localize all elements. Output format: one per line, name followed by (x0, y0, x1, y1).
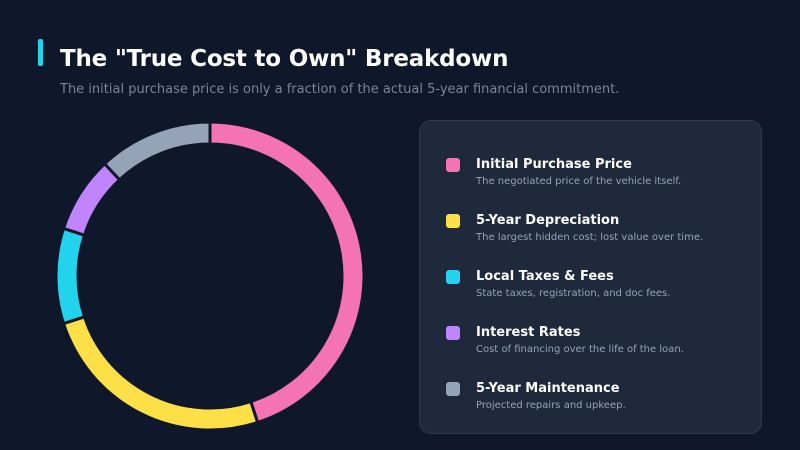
legend-label: 5-Year Depreciation (476, 213, 620, 228)
legend-card: Initial Purchase Price The negotiated pr… (419, 120, 762, 434)
donut-slice-depreciation (62, 315, 260, 432)
legend-description: State taxes, registration, and doc fees. (476, 288, 671, 299)
legend-description: Projected repairs and upkeep. (476, 400, 626, 411)
legend-description: The negotiated price of the vehicle itse… (476, 176, 682, 187)
legend-label: Local Taxes & Fees (476, 269, 614, 284)
legend-swatch-maintenance (446, 382, 460, 396)
legend-swatch-depreciation (446, 214, 460, 228)
legend-label: 5-Year Maintenance (476, 381, 620, 396)
legend-swatch-interest-rates (446, 326, 460, 340)
legend-label: Interest Rates (476, 325, 581, 340)
title-accent-bar (38, 39, 43, 66)
donut-slice-maintenance (103, 120, 212, 182)
legend-description: Cost of financing over the life of the l… (476, 344, 684, 355)
donut-slice-taxes-fees (54, 226, 86, 326)
donut-slice-interest-rates (62, 162, 122, 237)
donut-chart (54, 120, 366, 432)
legend-swatch-taxes-fees (446, 270, 460, 284)
legend-description: The largest hidden cost; lost value over… (476, 232, 704, 243)
donut-slice-purchase-price (208, 120, 366, 424)
page-title: The "True Cost to Own" Breakdown (60, 46, 509, 72)
legend-swatch-purchase-price (446, 158, 460, 172)
page-subtitle: The initial purchase price is only a fra… (60, 82, 620, 97)
legend-label: Initial Purchase Price (476, 157, 632, 172)
